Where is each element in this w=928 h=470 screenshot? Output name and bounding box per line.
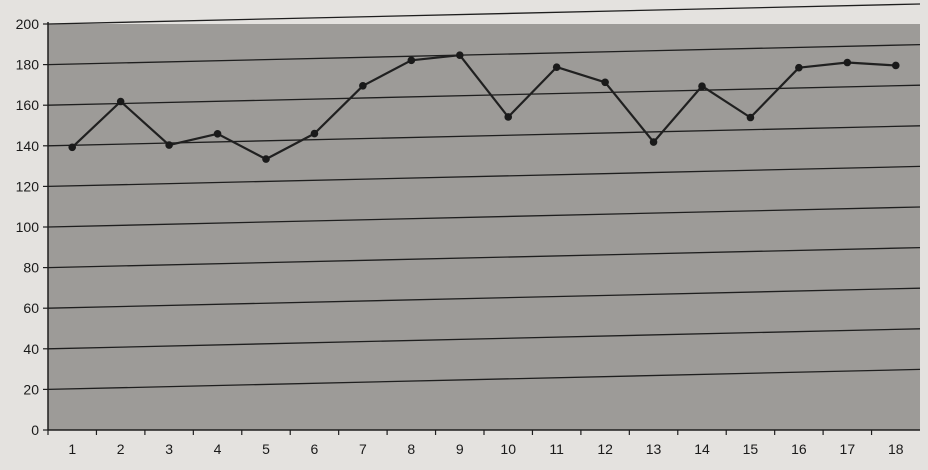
gridline-160 xyxy=(47,84,921,106)
data-point-15 xyxy=(746,113,755,122)
x-tick-label-12: 12 xyxy=(597,441,613,457)
y-tick-label-180: 180 xyxy=(16,57,40,73)
data-point-13 xyxy=(649,138,658,146)
gridline-40 xyxy=(47,328,921,350)
data-series xyxy=(68,51,900,163)
y-tick-label-160: 160 xyxy=(16,97,40,113)
data-point-12 xyxy=(601,78,609,87)
x-tick-label-15: 15 xyxy=(743,441,759,457)
data-point-14 xyxy=(698,82,706,90)
x-tick-label-6: 6 xyxy=(311,441,319,457)
y-tick-label-80: 80 xyxy=(23,260,39,276)
gridline-140 xyxy=(47,125,921,147)
data-point-7 xyxy=(359,81,367,90)
x-tick-label-5: 5 xyxy=(262,441,270,457)
x-tick-label-9: 9 xyxy=(456,441,464,457)
gridline-100 xyxy=(47,206,921,228)
y-tick-labels: 0 20 40 60 80 100 120 140 160 180 200 xyxy=(16,16,48,438)
data-point-16 xyxy=(795,63,803,72)
x-tick-label-10: 10 xyxy=(500,441,516,457)
data-point-6 xyxy=(310,129,319,138)
x-tick-label-1: 1 xyxy=(68,441,76,457)
y-tick-label-60: 60 xyxy=(23,300,39,316)
gridline-20 xyxy=(47,368,921,391)
data-point-8 xyxy=(407,56,416,65)
y-tick-label-140: 140 xyxy=(16,138,40,154)
x-tick-labels: 1 2 3 4 5 6 7 8 9 10 11 12 13 14 15 16 17 18 xyxy=(47,430,904,457)
x-tick-label-8: 8 xyxy=(407,441,415,457)
series-line-0 xyxy=(71,54,896,161)
data-point-9 xyxy=(455,51,464,59)
x-tick-label-4: 4 xyxy=(214,441,222,457)
data-point-2 xyxy=(116,97,125,106)
gridline-120 xyxy=(47,165,921,188)
x-tick-label-2: 2 xyxy=(117,441,125,457)
data-point-17 xyxy=(843,58,852,67)
gridline-80 xyxy=(47,246,921,269)
x-tick-label-18: 18 xyxy=(888,441,904,457)
gridline-200 xyxy=(47,3,921,25)
data-point-11 xyxy=(552,63,561,71)
y-tick-label-20: 20 xyxy=(23,381,39,397)
x-tick-label-17: 17 xyxy=(840,441,856,457)
y-tick-label-120: 120 xyxy=(16,178,40,194)
y-tick-label-200: 200 xyxy=(16,16,40,32)
data-point-18 xyxy=(891,61,900,70)
x-tick-label-13: 13 xyxy=(646,441,662,457)
data-point-4 xyxy=(213,129,222,138)
x-tick-label-3: 3 xyxy=(165,441,173,457)
gridlines xyxy=(47,3,921,391)
x-tick-label-11: 11 xyxy=(549,441,564,457)
y-tick-label-0: 0 xyxy=(31,422,39,438)
data-point-1 xyxy=(68,143,77,152)
y-tick-label-100: 100 xyxy=(16,219,40,235)
gridline-180 xyxy=(47,43,921,66)
y-tick-label-40: 40 xyxy=(23,341,39,357)
gridline-60 xyxy=(47,287,921,309)
x-tick-label-7: 7 xyxy=(359,441,367,457)
data-point-5 xyxy=(262,155,270,163)
x-tick-label-14: 14 xyxy=(694,441,710,457)
x-tick-label-16: 16 xyxy=(791,441,807,457)
data-point-3 xyxy=(165,141,173,149)
data-point-10 xyxy=(504,113,513,121)
